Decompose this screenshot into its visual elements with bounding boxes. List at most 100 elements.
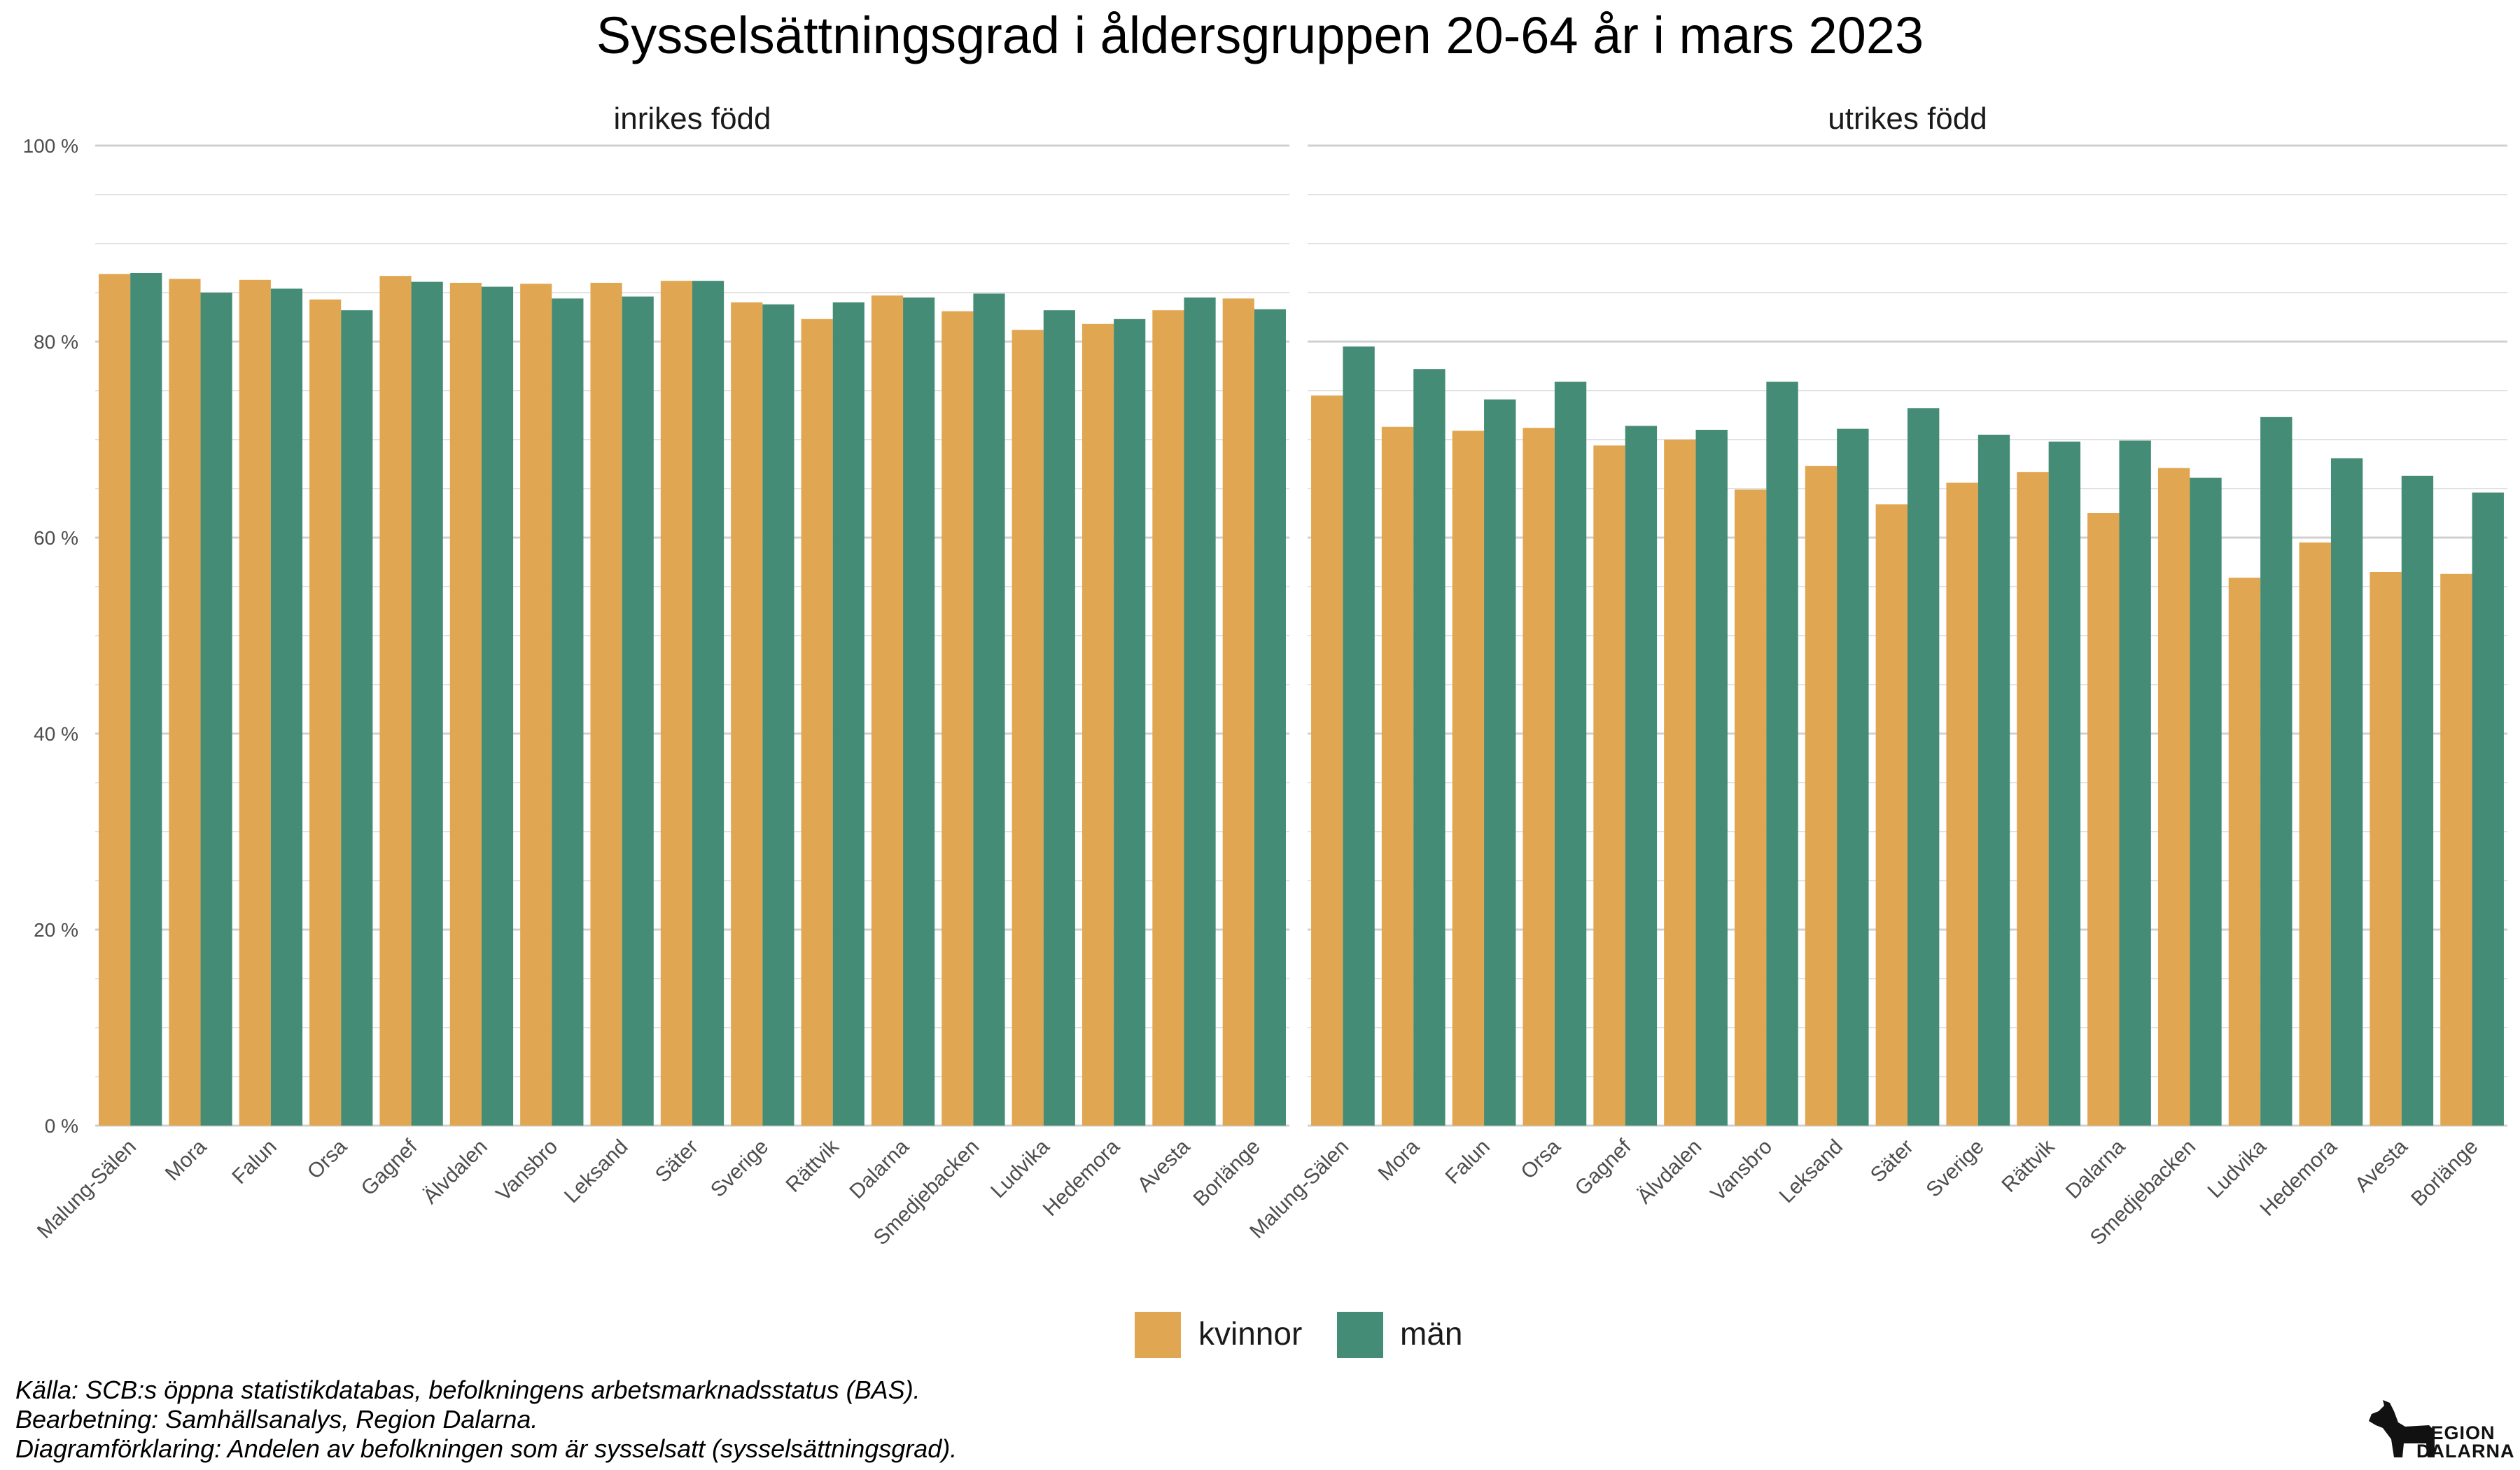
y-tick-label: 80 %	[34, 331, 78, 353]
bar-kvinnor-ludvika	[1011, 330, 1044, 1126]
bar-kvinnor-dalarna	[2087, 513, 2120, 1126]
caption-explanation: Diagramförklaring: Andelen av befolkning…	[15, 1434, 957, 1463]
panel-inrikes-fodd: inrikes född Malung-Sälen Mora Falun Orsa Gag…	[23, 102, 1289, 1250]
bar-kvinnor-leksand	[1805, 465, 1837, 1126]
bar-man-gagnef	[411, 281, 443, 1126]
bar-kvinnor-ludvika	[2228, 578, 2261, 1126]
bar-man-alvdalen	[1695, 430, 1728, 1126]
logo-text-dalarna: DALARNA	[2416, 1441, 2514, 1462]
x-tick-label: Vansbro	[491, 1135, 562, 1206]
x-tick-label: Avesta	[2351, 1135, 2412, 1196]
x-tick-label: Orsa	[303, 1135, 352, 1184]
bar-man-malung-salen	[1343, 346, 1375, 1126]
bar-kvinnor-falun	[239, 279, 271, 1126]
caption-source: Källa: SCB:s öppna statistikdatabas, bef…	[15, 1376, 920, 1404]
legend-swatch-kvinnor	[1135, 1312, 1181, 1358]
x-tick-label: Rättvik	[781, 1135, 844, 1197]
x-tick-label: Ludvika	[986, 1135, 1054, 1203]
bar-man-rattvik	[832, 302, 864, 1126]
y-tick-label: 20 %	[34, 919, 78, 941]
bar-man-smedjebacken	[973, 293, 1005, 1126]
x-tick-label: Hedemora	[2256, 1135, 2342, 1221]
bar-man-avesta	[2401, 475, 2434, 1126]
bar-man-gagnef	[1625, 426, 1658, 1126]
bar-kvinnor-alvdalen	[1664, 440, 1696, 1126]
bar-kvinnor-smedjebacken	[941, 311, 974, 1126]
x-tick-label: Ludvika	[2204, 1135, 2272, 1203]
x-tick-label: Sverige	[706, 1135, 773, 1202]
bar-kvinnor-hedemora	[1082, 323, 1114, 1126]
bar-man-dalarna	[2119, 440, 2151, 1126]
x-tick-label: Säter	[651, 1135, 703, 1187]
caption-processing: Bearbetning: Samhällsanalys, Region Dala…	[15, 1405, 538, 1434]
bar-kvinnor-malung-salen	[99, 274, 131, 1126]
bar-man-borlange	[1254, 309, 1286, 1126]
bar-man-avesta	[1184, 298, 1216, 1126]
legend-swatch-man	[1337, 1312, 1383, 1358]
bar-man-sverige	[762, 304, 794, 1126]
bar-kvinnor-avesta	[2370, 572, 2402, 1126]
x-tick-label: Falun	[1441, 1135, 1494, 1189]
bar-man-vansbro	[552, 298, 584, 1126]
bar-kvinnor-sater	[660, 281, 692, 1126]
x-tick-label: Mora	[161, 1135, 211, 1185]
x-tick-label: Gagnef	[357, 1135, 422, 1200]
bar-man-ludvika	[2260, 416, 2292, 1126]
y-tick-label: 40 %	[34, 723, 78, 745]
bar-kvinnor-smedjebacken	[2157, 468, 2190, 1126]
bar-kvinnor-gagnef	[1593, 445, 1625, 1126]
caption: Källa: SCB:s öppna statistikdatabas, bef…	[15, 1376, 957, 1463]
x-tick-label: Borlänge	[1189, 1135, 1265, 1211]
bar-man-orsa	[1554, 382, 1587, 1126]
bar-man-alvdalen	[481, 286, 514, 1126]
bar-kvinnor-hedemora	[2299, 542, 2331, 1126]
bar-man-sater	[1907, 408, 1940, 1126]
bar-man-vansbro	[1766, 382, 1798, 1126]
bar-man-falun	[1484, 399, 1516, 1126]
bar-man-ludvika	[1043, 310, 1075, 1126]
x-tick-label: Hedemora	[1039, 1135, 1125, 1221]
bar-man-dalarna	[903, 298, 935, 1126]
bar-kvinnor-vansbro	[520, 284, 552, 1126]
legend-label-man: män	[1400, 1315, 1462, 1352]
x-tick-label: Leksand	[560, 1135, 633, 1208]
bar-kvinnor-rattvik	[801, 318, 833, 1126]
x-tick-label: Orsa	[1517, 1135, 1566, 1184]
x-tick-label: Rättvik	[1997, 1135, 2059, 1197]
bar-kvinnor-borlange	[2440, 573, 2472, 1126]
bar-kvinnor-rattvik	[2017, 472, 2049, 1126]
x-tick-label: Borlänge	[2407, 1135, 2482, 1211]
panel-label: inrikes född	[613, 102, 771, 136]
panel-label: utrikes född	[1828, 102, 1987, 136]
bar-kvinnor-avesta	[1152, 310, 1184, 1126]
bar-man-hedemora	[2330, 458, 2363, 1126]
legend-label-kvinnor: kvinnor	[1198, 1315, 1302, 1352]
bar-kvinnor-borlange	[1222, 298, 1254, 1126]
bar-kvinnor-orsa	[309, 299, 342, 1126]
x-tick-label: Vansbro	[1707, 1135, 1777, 1206]
bar-kvinnor-mora	[1381, 426, 1414, 1126]
bar-kvinnor-sater	[1875, 504, 1907, 1126]
x-tick-label: Säter	[1866, 1135, 1918, 1187]
legend: kvinnor män	[1135, 1312, 1462, 1358]
x-tick-label: Gagnef	[1571, 1135, 1636, 1200]
bar-man-mora	[200, 293, 232, 1126]
bar-man-smedjebacken	[2190, 477, 2222, 1126]
x-tick-label: Älvdalen	[1633, 1135, 1707, 1209]
x-tick-label: Falun	[227, 1135, 281, 1189]
bar-kvinnor-falun	[1452, 430, 1485, 1126]
x-tick-label: Mora	[1374, 1135, 1424, 1185]
bar-kvinnor-alvdalen	[449, 283, 482, 1126]
y-tick-label: 60 %	[34, 527, 78, 549]
bar-kvinnor-leksand	[590, 283, 622, 1126]
bar-man-rattvik	[2048, 441, 2081, 1126]
x-tick-label: Avesta	[1133, 1135, 1195, 1196]
bar-man-malung-salen	[130, 273, 162, 1126]
bar-kvinnor-malung-salen	[1311, 396, 1343, 1126]
x-tick-label: Dalarna	[845, 1135, 913, 1203]
x-tick-label: Älvdalen	[419, 1135, 492, 1209]
bar-man-leksand	[1837, 428, 1869, 1126]
bar-man-borlange	[2472, 492, 2504, 1126]
